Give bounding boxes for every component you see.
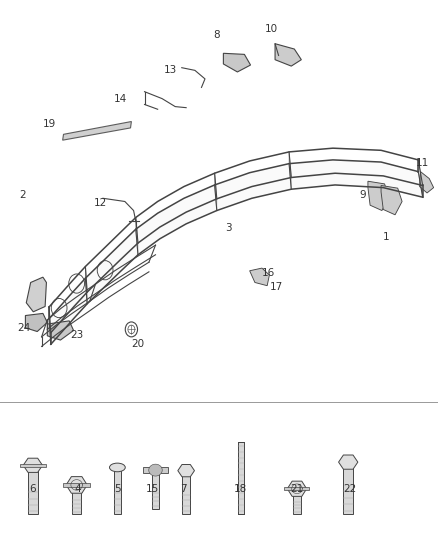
Text: 24: 24 bbox=[18, 323, 31, 333]
Polygon shape bbox=[287, 481, 307, 496]
Polygon shape bbox=[333, 160, 383, 188]
Polygon shape bbox=[152, 473, 159, 509]
Polygon shape bbox=[368, 181, 389, 211]
Polygon shape bbox=[85, 263, 102, 304]
Text: 3: 3 bbox=[226, 223, 232, 233]
Polygon shape bbox=[178, 464, 194, 477]
Text: 12: 12 bbox=[94, 198, 107, 207]
Polygon shape bbox=[28, 465, 38, 514]
Text: 10: 10 bbox=[265, 25, 278, 34]
Polygon shape bbox=[250, 268, 269, 286]
Polygon shape bbox=[47, 321, 74, 340]
Polygon shape bbox=[420, 172, 434, 193]
Polygon shape bbox=[25, 313, 47, 332]
Text: 13: 13 bbox=[163, 66, 177, 75]
Polygon shape bbox=[223, 53, 251, 72]
Polygon shape bbox=[339, 455, 358, 469]
Polygon shape bbox=[238, 442, 244, 514]
Text: 1: 1 bbox=[383, 232, 390, 242]
Ellipse shape bbox=[110, 463, 125, 472]
Text: 4: 4 bbox=[74, 484, 81, 494]
Polygon shape bbox=[143, 467, 168, 473]
Polygon shape bbox=[289, 152, 291, 189]
Text: 14: 14 bbox=[114, 94, 127, 103]
Polygon shape bbox=[381, 185, 402, 215]
Polygon shape bbox=[215, 173, 252, 211]
Polygon shape bbox=[343, 462, 353, 514]
Polygon shape bbox=[114, 467, 121, 514]
Polygon shape bbox=[381, 162, 423, 197]
Polygon shape bbox=[101, 246, 120, 289]
Polygon shape bbox=[26, 277, 46, 312]
Text: 18: 18 bbox=[233, 484, 247, 494]
Text: 16: 16 bbox=[262, 268, 275, 278]
Polygon shape bbox=[49, 306, 62, 344]
Polygon shape bbox=[184, 185, 217, 224]
Text: 9: 9 bbox=[359, 190, 366, 199]
Polygon shape bbox=[149, 464, 162, 476]
Text: 11: 11 bbox=[416, 158, 429, 167]
Text: 20: 20 bbox=[131, 339, 145, 349]
Text: 2: 2 bbox=[20, 190, 26, 199]
Text: 23: 23 bbox=[70, 330, 83, 340]
Text: 5: 5 bbox=[114, 484, 121, 494]
Polygon shape bbox=[49, 307, 51, 344]
Polygon shape bbox=[182, 471, 190, 514]
Polygon shape bbox=[136, 217, 138, 255]
Polygon shape bbox=[72, 485, 81, 514]
Polygon shape bbox=[66, 477, 87, 493]
Polygon shape bbox=[275, 44, 301, 66]
Polygon shape bbox=[118, 229, 138, 272]
Text: 22: 22 bbox=[343, 484, 356, 494]
Polygon shape bbox=[158, 198, 186, 239]
Text: 6: 6 bbox=[29, 484, 36, 494]
Text: 21: 21 bbox=[290, 484, 304, 494]
Polygon shape bbox=[136, 213, 160, 255]
Polygon shape bbox=[72, 278, 87, 318]
Text: 8: 8 bbox=[213, 30, 220, 39]
Polygon shape bbox=[289, 160, 335, 189]
Polygon shape bbox=[63, 122, 131, 140]
Polygon shape bbox=[63, 483, 90, 487]
Text: 19: 19 bbox=[43, 119, 56, 128]
Polygon shape bbox=[293, 489, 301, 514]
Polygon shape bbox=[60, 293, 74, 332]
Polygon shape bbox=[85, 266, 87, 304]
Text: 15: 15 bbox=[146, 484, 159, 494]
Polygon shape bbox=[215, 173, 217, 211]
Polygon shape bbox=[284, 487, 310, 490]
Text: 7: 7 bbox=[180, 484, 187, 494]
Text: 17: 17 bbox=[269, 282, 283, 292]
Polygon shape bbox=[250, 164, 291, 198]
Polygon shape bbox=[418, 160, 423, 197]
Polygon shape bbox=[20, 464, 46, 467]
Polygon shape bbox=[23, 458, 42, 472]
